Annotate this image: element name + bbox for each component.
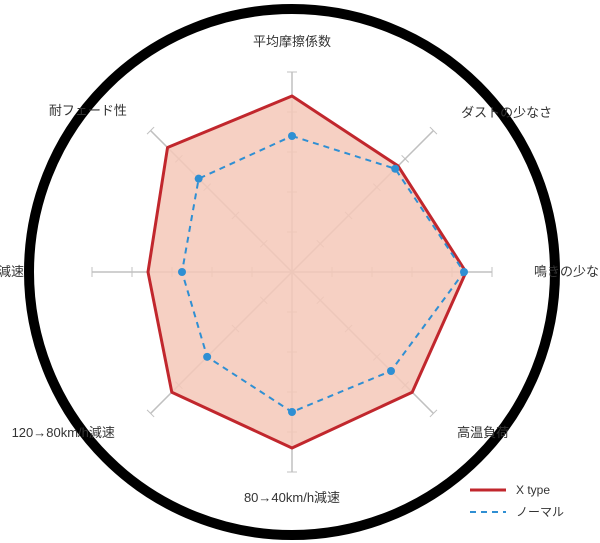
series-marker-1 bbox=[288, 132, 296, 140]
series-marker-1 bbox=[460, 268, 468, 276]
legend-label: X type bbox=[516, 483, 550, 497]
axis-label: 高温負荷 bbox=[457, 425, 509, 440]
axis-label: ダストの少なさ bbox=[461, 105, 552, 120]
series-marker-1 bbox=[203, 353, 211, 361]
series-marker-1 bbox=[288, 408, 296, 416]
axis-label: 鳴きの少なさ bbox=[534, 264, 600, 279]
series-marker-1 bbox=[391, 165, 399, 173]
series-marker-1 bbox=[178, 268, 186, 276]
axis-label: 160→130km/h減速 bbox=[0, 264, 24, 279]
radar-chart: 平均摩擦係数ダストの少なさ鳴きの少なさ高温負荷 80→40km/h減速 120→80… bbox=[0, 0, 600, 543]
legend-label: ノーマル bbox=[516, 505, 564, 519]
axis-label: 平均摩擦係数 bbox=[253, 34, 331, 49]
axis-label: 120→80km/h減速 bbox=[12, 425, 115, 440]
axis-label: 耐フェード性 bbox=[49, 103, 127, 118]
series-marker-1 bbox=[387, 367, 395, 375]
series-marker-1 bbox=[195, 175, 203, 183]
axis-label: 80→40km/h減速 bbox=[244, 490, 340, 505]
